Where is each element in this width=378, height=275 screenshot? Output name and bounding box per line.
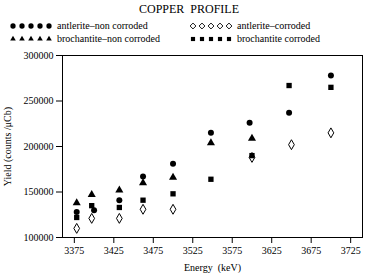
svg-text:300000: 300000 — [24, 50, 54, 61]
svg-text:250000: 250000 — [24, 95, 54, 106]
svg-text:3575: 3575 — [222, 245, 242, 256]
svg-text:3675: 3675 — [301, 245, 321, 256]
svg-text:200000: 200000 — [24, 141, 54, 152]
svg-text:3725: 3725 — [341, 245, 361, 256]
svg-text:100000: 100000 — [24, 232, 54, 243]
svg-text:150000: 150000 — [24, 186, 54, 197]
html-text:COPPER PROFILE: COPPER PROFILE — [139, 2, 239, 16]
html-text:antlerite–non corroded: antlerite–non corroded — [57, 20, 148, 31]
svg-text:3425: 3425 — [104, 245, 124, 256]
svg-text:Yield (counts /μCb): Yield (counts /μCb) — [2, 107, 14, 186]
svg-text:3375: 3375 — [64, 245, 84, 256]
svg-text:3525: 3525 — [183, 245, 203, 256]
html-text:antlerite–corroded: antlerite–corroded — [237, 20, 311, 31]
html-text:brochantite corroded: brochantite corroded — [237, 33, 320, 44]
svg-text:3625: 3625 — [262, 245, 282, 256]
svg-text:3475: 3475 — [143, 245, 163, 256]
svg-text:Energy (keV): Energy (keV) — [184, 262, 241, 274]
html-text:brochantite–non corroded: brochantite–non corroded — [57, 33, 160, 44]
